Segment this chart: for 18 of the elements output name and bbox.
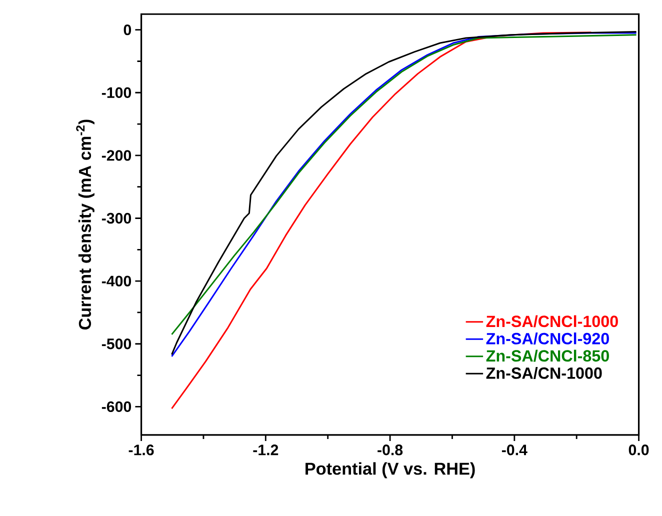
x-axis-title: Potential (V vs. RHE) (306, 462, 475, 478)
y-axis-title: Current density (mA cm$^{-2}$) (76, 120, 94, 330)
legend-label: Zn-SA/CNCl-920 (486, 332, 609, 345)
legend-label: Zn-SA/CNCl-850 (486, 350, 609, 362)
y-tick-label: -300 (102, 213, 132, 224)
x-tick-label: -1.2 (253, 444, 278, 456)
legend-label: Zn-SA/CN-1000 (486, 367, 602, 380)
x-tick-label: -0.4 (502, 444, 528, 456)
y-tick-label: -600 (102, 401, 132, 412)
y-tick-label: -100 (102, 87, 132, 98)
x-tick-label: -0.8 (378, 444, 403, 456)
y-tick-label: 0 (124, 24, 132, 36)
x-tick-label: -1.6 (128, 444, 154, 456)
legend-label: Zn-SA/CNCl-1000 (486, 315, 618, 328)
y-tick-label: -200 (102, 150, 132, 161)
x-tick-label: 0.0 (628, 444, 649, 456)
y-tick-label: -500 (102, 338, 132, 350)
y-tick-label: -400 (102, 276, 132, 287)
